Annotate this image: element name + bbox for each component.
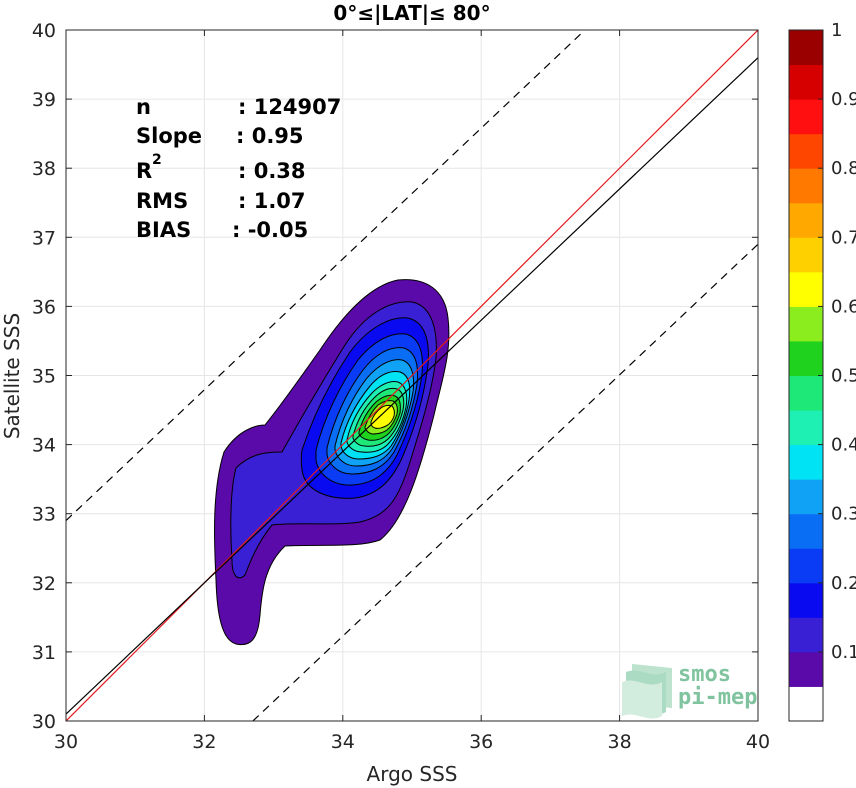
y-tick-label-1: 31 [32, 642, 56, 664]
colorbar-tick-label-8: 0.9 [831, 89, 856, 110]
stat-r2-label: R [136, 159, 152, 183]
colorbar-tick-label-5: 0.6 [831, 296, 856, 317]
colorbar-band-17 [789, 99, 823, 135]
stat-rms-label: RMS [136, 189, 188, 213]
x-axis-label: Argo SSS [367, 762, 458, 786]
logo-wave-icon [622, 664, 672, 719]
stat-slope-value: : 0.95 [236, 124, 304, 148]
colorbar-tick-label-2: 0.3 [831, 504, 856, 525]
x-tick-label-4: 38 [608, 731, 632, 753]
x-axis-ticks: 30 32 34 36 38 40 [54, 30, 770, 753]
x-tick-label-5: 40 [746, 731, 770, 753]
colorbar-band-0 [789, 686, 823, 722]
logo-text-pimep: pi-mep [678, 685, 757, 710]
y-tick-label-4: 34 [32, 435, 56, 457]
colorbar-band-1 [789, 651, 823, 687]
stats-block: n : 124907 Slope : 0.95 R 2 : 0.38 RMS :… [136, 95, 341, 242]
colorbar [789, 30, 823, 722]
y-tick-label-10: 40 [32, 20, 56, 42]
one-to-one-line [66, 30, 758, 721]
y-tick-label-5: 35 [32, 366, 56, 388]
colorbar-band-18 [789, 64, 823, 100]
colorbar-band-2 [789, 617, 823, 653]
colorbar-band-13 [789, 237, 823, 273]
y-tick-label-6: 36 [32, 296, 56, 318]
y-tick-label-8: 38 [32, 158, 56, 180]
colorbar-tick-label-1: 0.2 [831, 573, 856, 594]
y-axis-label: Satellite SSS [0, 313, 24, 439]
colorbar-band-16 [789, 133, 823, 169]
smos-pimep-logo: smos pi-mep [622, 662, 757, 719]
y-axis-ticks: 30 31 32 33 34 35 36 37 38 39 40 [32, 20, 758, 733]
stat-bias-label: BIAS [136, 218, 191, 242]
stat-slope-label: Slope [136, 124, 202, 148]
x-tick-label-0: 30 [54, 731, 78, 753]
colorbar-band-5 [789, 513, 823, 549]
y-tick-label-0: 30 [32, 711, 56, 733]
y-tick-label-9: 39 [32, 89, 56, 111]
colorbar-band-9 [789, 375, 823, 411]
colorbar-tick-label-7: 0.8 [831, 158, 856, 179]
stat-rms-value: : 1.07 [238, 189, 306, 213]
colorbar-band-8 [789, 410, 823, 446]
colorbar-tick-label-3: 0.4 [831, 435, 856, 456]
lower-bound-line [252, 243, 758, 721]
colorbar-tick-label-0: 0.1 [831, 642, 856, 663]
stat-bias-value: : -0.05 [232, 218, 308, 242]
colorbar-tick-label-4: 0.5 [831, 366, 856, 387]
stat-r2-superscript: 2 [152, 152, 162, 168]
reference-lines [66, 30, 758, 721]
colorbar-band-15 [789, 168, 823, 204]
colorbar-band-19 [789, 30, 823, 66]
x-tick-label-1: 32 [192, 731, 216, 753]
colorbar-band-14 [789, 202, 823, 238]
stat-r2-value: : 0.38 [238, 159, 306, 183]
contour-level-12 [370, 404, 395, 429]
colorbar-band-10 [789, 340, 823, 376]
y-tick-label-3: 33 [32, 504, 56, 526]
colorbar-band-4 [789, 548, 823, 584]
colorbar-band-12 [789, 271, 823, 307]
regression-line [66, 57, 758, 715]
colorbar-band-3 [789, 582, 823, 618]
upper-bound-line [66, 30, 586, 522]
y-tick-label-2: 32 [32, 573, 56, 595]
stat-n-label: n [136, 95, 151, 119]
colorbar-band-7 [789, 444, 823, 480]
chart-title: 0°≤|LAT|≤ 80° [333, 1, 490, 25]
colorbar-ticks: 0.1 0.2 0.3 0.4 0.5 0.6 0.7 0.8 0.9 1 [818, 20, 856, 663]
y-tick-label-7: 37 [32, 227, 56, 249]
stat-n-value: : 124907 [238, 95, 341, 119]
colorbar-band-11 [789, 306, 823, 342]
colorbar-tick-label-9: 1 [831, 20, 842, 41]
colorbar-tick-label-6: 0.7 [831, 227, 856, 248]
x-tick-label-2: 34 [331, 731, 355, 753]
logo-text-smos: smos [678, 662, 731, 687]
colorbar-band-6 [789, 479, 823, 515]
x-tick-label-3: 36 [469, 731, 493, 753]
